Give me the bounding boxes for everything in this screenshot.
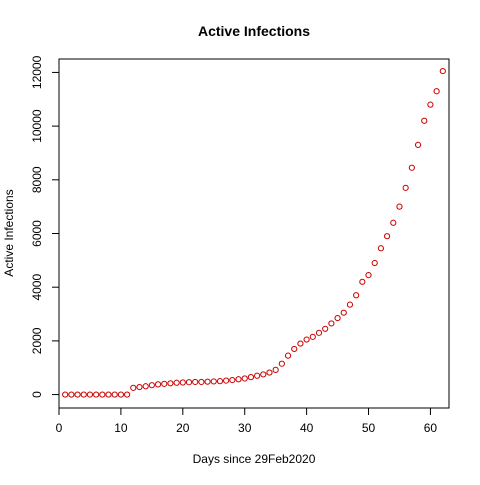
data-point (185, 379, 193, 386)
x-tick-label: 10 (114, 421, 128, 435)
data-point (408, 164, 415, 171)
data-point (216, 378, 224, 385)
y-tick-label: 2000 (30, 327, 44, 354)
x-tick-label: 0 (56, 421, 63, 435)
x-tick-label: 30 (238, 421, 252, 435)
y-tick-label: 12000 (30, 55, 44, 89)
data-point (235, 376, 242, 383)
data-points (62, 67, 446, 398)
data-point (105, 391, 112, 398)
data-point (266, 369, 273, 376)
data-point (136, 383, 143, 391)
x-tick-label: 60 (424, 421, 438, 435)
data-point (396, 203, 403, 210)
data-point (359, 278, 366, 285)
data-point (148, 382, 155, 389)
y-tick-label: 6000 (30, 220, 44, 247)
data-point (99, 391, 106, 398)
data-point (309, 333, 316, 340)
data-point (303, 336, 310, 343)
data-point (291, 345, 298, 353)
data-point (260, 371, 267, 378)
data-point (315, 329, 323, 336)
x-tick-label: 50 (362, 421, 376, 435)
data-point (402, 184, 409, 191)
data-point (111, 391, 118, 398)
data-point (210, 378, 217, 385)
y-axis-label: Active Infections (2, 189, 16, 276)
data-point (371, 259, 378, 267)
data-point (414, 141, 422, 149)
data-point (297, 340, 304, 347)
plot-frame (58, 58, 450, 409)
data-point (93, 391, 100, 398)
x-axis-label: Days since 29Feb2020 (193, 452, 316, 466)
data-point (340, 309, 347, 316)
data-point (154, 381, 162, 388)
data-point (284, 352, 292, 359)
data-point (223, 377, 230, 384)
data-point (204, 378, 211, 385)
data-point (439, 67, 446, 75)
data-point (433, 88, 440, 95)
data-point (247, 374, 255, 381)
data-point (334, 314, 341, 322)
data-point (272, 366, 279, 373)
y-axis: 0 2000 4000 6000 8000 10000 12000 (30, 55, 60, 398)
data-point (390, 219, 397, 226)
y-tick-label: 4000 (30, 274, 44, 301)
data-point (365, 272, 372, 279)
data-point (142, 383, 149, 390)
y-tick-label: 8000 (30, 166, 44, 193)
data-point (179, 379, 186, 386)
data-point (383, 233, 391, 240)
data-point (161, 380, 168, 387)
data-point (328, 320, 335, 327)
data-point (229, 376, 236, 384)
data-point (198, 378, 205, 386)
data-point (253, 372, 261, 379)
data-point (241, 375, 248, 382)
data-point (421, 117, 428, 124)
x-axis: 0 10 20 30 40 50 60 (56, 407, 438, 435)
chart-title: Active Infections (198, 23, 310, 39)
data-point (427, 101, 434, 108)
data-point (74, 391, 81, 398)
x-tick-label: 20 (176, 421, 190, 435)
data-point (86, 391, 94, 398)
data-point (346, 301, 354, 308)
data-point (130, 384, 137, 391)
data-point (192, 378, 199, 386)
y-tick-label: 0 (30, 391, 44, 398)
data-point (322, 325, 329, 332)
data-point (377, 245, 385, 252)
x-tick-label: 40 (300, 421, 314, 435)
data-point (173, 379, 180, 386)
data-point (68, 391, 75, 398)
data-point (278, 360, 285, 367)
data-point (117, 391, 125, 398)
y-tick-label: 10000 (30, 109, 44, 143)
data-point (123, 391, 131, 398)
data-point (353, 292, 360, 299)
data-point (62, 391, 69, 398)
data-point (80, 391, 87, 398)
data-point (167, 380, 174, 387)
